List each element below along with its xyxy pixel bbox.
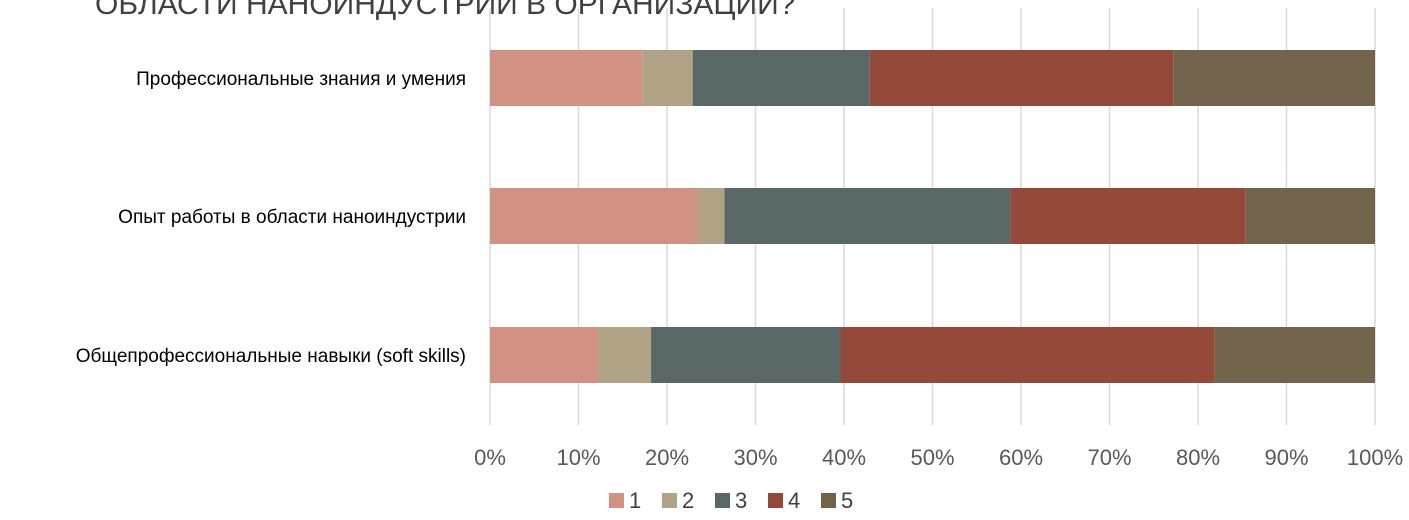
x-tick-label: 10% [556,445,600,470]
bar-segment [597,327,652,383]
bar-segment [1245,188,1375,244]
category-label: Опыт работы в области наноиндустрии [118,207,466,228]
bar-segment [692,50,870,106]
bar-segment [490,327,598,383]
legend-label: 1 [629,488,641,513]
category-label: Профессиональные знания и умения [136,69,466,90]
legend-label: 2 [682,488,694,513]
x-tick-label: 90% [1264,445,1308,470]
x-tick-label: 70% [1087,445,1131,470]
legend-label: 3 [735,488,747,513]
bar-segment [1214,327,1375,383]
x-tick-label: 60% [999,445,1043,470]
bar-segment [490,50,643,106]
bar-segment [724,188,1011,244]
legend-swatch [662,493,677,508]
legend-swatch [821,493,836,508]
x-tick-label: 50% [910,445,954,470]
x-tick-label: 80% [1176,445,1220,470]
chart-title: ОБЛАСТИ НАНОИНДУСТРИИ В ОРГАНИЗАЦИИ? [95,0,795,21]
category-label: Общепрофессиональные навыки (soft skills… [76,346,466,367]
bar-segment [1173,50,1375,106]
bars [490,50,1375,383]
x-axis-tick-labels: 0% 10% 20% 30% 40% 50% 60% 70% 80% 90% 100% [474,445,1403,470]
legend-swatch [609,493,624,508]
x-tick-label: 0% [474,445,506,470]
category-labels: Профессиональные знания и умения Опыт раб… [76,69,466,367]
bar-segment [1010,188,1246,244]
legend-swatch [768,493,783,508]
x-tick-label: 40% [822,445,866,470]
bar-segment [651,327,841,383]
x-tick-label: 20% [645,445,689,470]
bar-segment [490,188,698,244]
legend-label: 4 [788,488,800,513]
legend-label: 5 [841,488,853,513]
bar-segment [642,50,693,106]
x-tick-label: 30% [733,445,777,470]
bar-segment [840,327,1215,383]
x-tick-label: 100% [1347,445,1403,470]
legend-swatch [715,493,730,508]
legend: 1 2 3 4 5 [609,488,853,513]
bar-segment [869,50,1174,106]
bar-segment [697,188,725,244]
